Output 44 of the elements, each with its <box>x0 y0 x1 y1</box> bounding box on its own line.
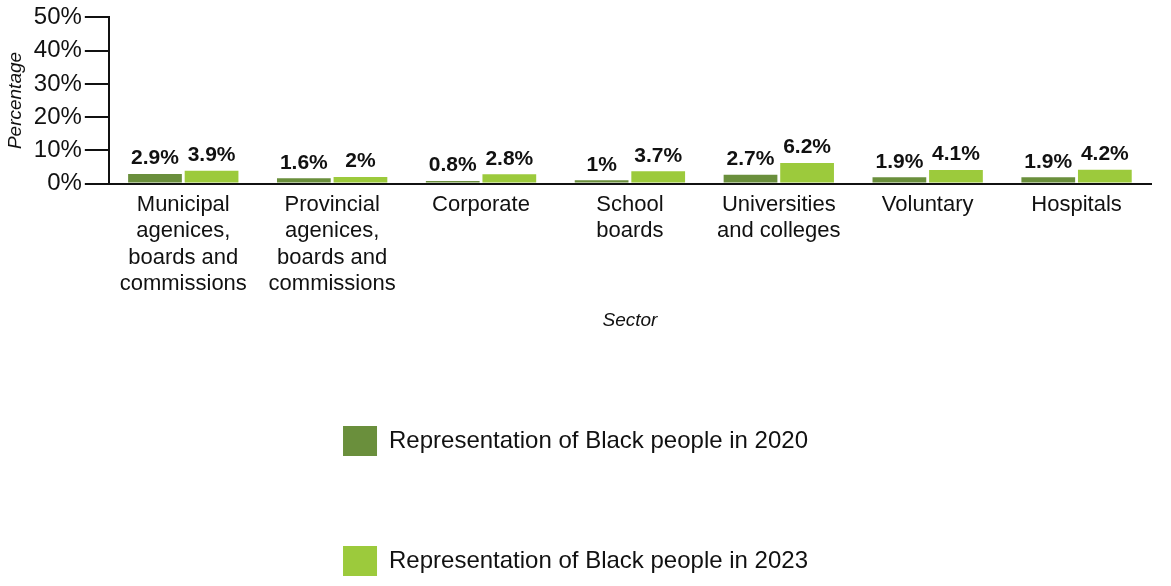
bar <box>277 178 331 183</box>
x-tick-label: Voluntary <box>881 190 974 216</box>
bar <box>128 173 182 183</box>
bar <box>929 169 983 183</box>
x-axis-title: Sector <box>602 308 659 330</box>
x-tick-label: Hospitals <box>1031 190 1122 216</box>
x-tick-label: School boards <box>596 190 664 243</box>
bar <box>723 174 778 183</box>
bar <box>631 171 686 183</box>
x-tick-label: Municipal agenices, boards and commissions <box>119 190 247 296</box>
bar <box>872 177 927 183</box>
bar <box>574 180 629 183</box>
y-axis-title: Percentage <box>3 51 25 150</box>
data-label: 3.9% <box>187 141 236 165</box>
data-label: 6.2% <box>783 134 832 158</box>
data-label: 2.8% <box>485 145 534 169</box>
data-label: 1.9% <box>1024 148 1073 172</box>
data-label: 2% <box>345 148 376 172</box>
legend-label: Representation of Black people in 2023 <box>389 545 808 573</box>
x-tick-label: Corporate <box>432 190 530 216</box>
bar <box>184 170 239 183</box>
bar <box>780 162 834 183</box>
legend-label: Representation of Black people in 2020 <box>389 425 808 453</box>
data-label: 0.8% <box>428 152 477 176</box>
y-tick-label: 10% <box>33 134 82 162</box>
data-label: 2.9% <box>131 145 180 169</box>
x-tick-label: Provincial agenices, boards and commissions <box>268 190 396 296</box>
data-label: 3.7% <box>634 142 683 166</box>
data-label: 1.9% <box>875 148 924 172</box>
y-tick-label: 40% <box>33 35 82 63</box>
data-label: 4.1% <box>932 141 981 165</box>
y-tick-label: 20% <box>33 101 82 129</box>
y-tick-label: 0% <box>47 168 82 196</box>
x-tick-label: Universities and colleges <box>717 190 841 243</box>
y-tick-label: 50% <box>33 2 82 30</box>
bar <box>482 174 537 183</box>
bar <box>1077 169 1132 183</box>
data-label: 4.2% <box>1080 140 1130 164</box>
y-tick-label: 30% <box>33 68 82 96</box>
data-label: 1% <box>586 151 618 175</box>
bar <box>1021 177 1076 183</box>
data-label: 2.7% <box>726 145 775 169</box>
data-label: 1.6% <box>279 149 329 173</box>
bar <box>333 176 388 183</box>
